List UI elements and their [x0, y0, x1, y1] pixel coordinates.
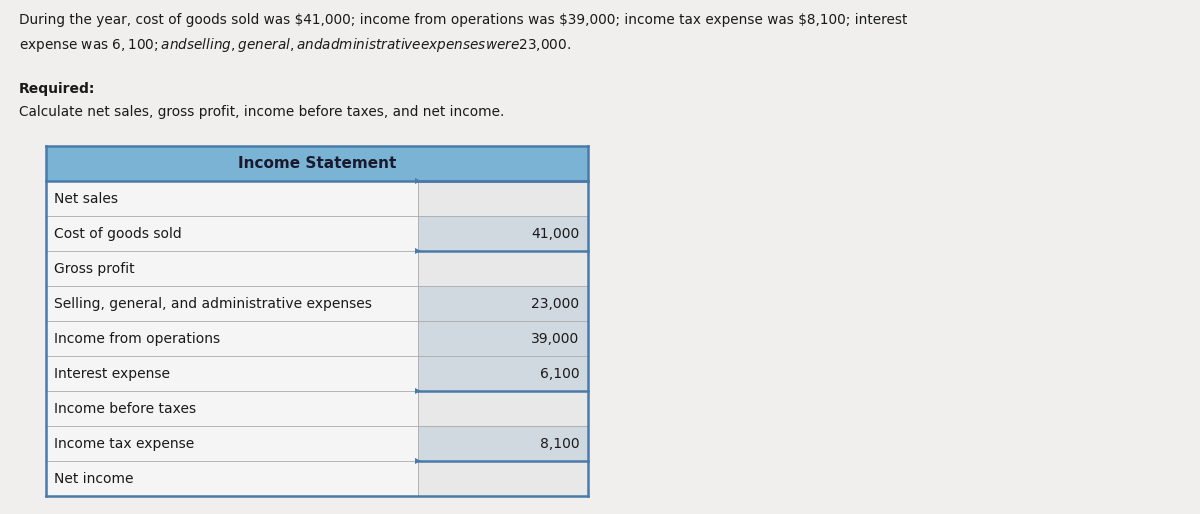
- Text: Income from operations: Income from operations: [54, 332, 220, 346]
- Text: Income before taxes: Income before taxes: [54, 401, 196, 416]
- Text: Cost of goods sold: Cost of goods sold: [54, 227, 181, 241]
- Text: 23,000: 23,000: [532, 297, 580, 311]
- Text: Income tax expense: Income tax expense: [54, 436, 194, 451]
- Text: During the year, cost of goods sold was $41,000; income from operations was $39,: During the year, cost of goods sold was …: [19, 13, 907, 27]
- Text: Calculate net sales, gross profit, income before taxes, and net income.: Calculate net sales, gross profit, incom…: [19, 105, 504, 119]
- Text: Selling, general, and administrative expenses: Selling, general, and administrative exp…: [54, 297, 372, 311]
- Text: 6,100: 6,100: [540, 366, 580, 381]
- Text: Required:: Required:: [19, 82, 96, 96]
- Text: 41,000: 41,000: [532, 227, 580, 241]
- Text: expense was $6,100; and selling, general, and administrative expenses were $23,0: expense was $6,100; and selling, general…: [19, 36, 571, 54]
- Text: 39,000: 39,000: [532, 332, 580, 346]
- Text: Gross profit: Gross profit: [54, 262, 134, 276]
- Text: Interest expense: Interest expense: [54, 366, 170, 381]
- Text: Income Statement: Income Statement: [238, 156, 396, 172]
- Text: 8,100: 8,100: [540, 436, 580, 451]
- Text: Net income: Net income: [54, 471, 133, 486]
- Text: Net sales: Net sales: [54, 192, 118, 206]
